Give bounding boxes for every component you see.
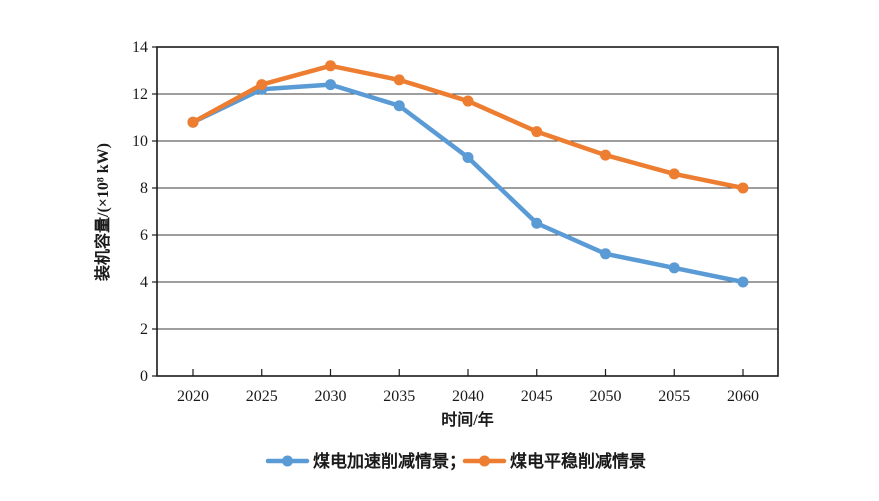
y-axis-title: 装机容量/(×10⁸ kW): [93, 143, 112, 282]
series-0-marker: [668, 262, 680, 274]
series-1-marker: [668, 168, 680, 180]
series-1-line: [190, 63, 746, 191]
x-axis-tick-label: 2060: [727, 388, 759, 405]
series-1-marker: [325, 60, 336, 72]
series-1-marker: [256, 79, 268, 91]
series-0-marker: [531, 217, 543, 229]
legend-item-label: 煤电加速削减情景；: [313, 451, 466, 471]
x-axis-tick-label: 2040: [452, 388, 484, 405]
series-0-line: [190, 82, 746, 285]
x-axis-tick-label: 2030: [315, 388, 347, 405]
x-axis-tick-label: 2020: [177, 388, 209, 405]
y-axis-tick-label: 12: [132, 86, 148, 103]
y-axis-tick-label: 8: [140, 180, 148, 197]
x-axis-tick-label: 2025: [246, 388, 278, 405]
series-0-marker: [600, 248, 611, 260]
series-0-marker: [462, 151, 474, 163]
y-axis-tick-label: 2: [140, 321, 148, 338]
x-axis-tick-label: 2035: [383, 388, 415, 405]
series-1-marker: [531, 126, 543, 138]
y-axis-tick-label: 6: [140, 227, 148, 244]
legend-item-label: 煤电平稳削减情景: [510, 451, 646, 471]
series-0-marker: [393, 100, 405, 112]
x-axis-title: 时间/年: [441, 410, 493, 429]
legend-swatch-marker: [282, 455, 293, 467]
y-axis-tick-label: 10: [132, 133, 148, 150]
series-0-marker: [325, 79, 336, 91]
y-axis-tick-label: 14: [132, 39, 148, 56]
legend-swatch-marker: [479, 455, 490, 467]
series-1-marker: [462, 95, 474, 107]
x-axis-tick-label: 2045: [521, 388, 553, 405]
series-1-marker: [187, 116, 199, 128]
y-axis-tick-label: 0: [140, 368, 148, 385]
series-1-marker: [737, 182, 749, 194]
y-axis-tick-label: 4: [140, 274, 148, 291]
series-0-marker: [737, 276, 749, 288]
series-1-marker: [393, 74, 405, 86]
x-axis-tick-label: 2050: [590, 388, 622, 405]
x-axis-tick-label: 2055: [658, 388, 690, 405]
series-1-marker: [600, 149, 611, 161]
